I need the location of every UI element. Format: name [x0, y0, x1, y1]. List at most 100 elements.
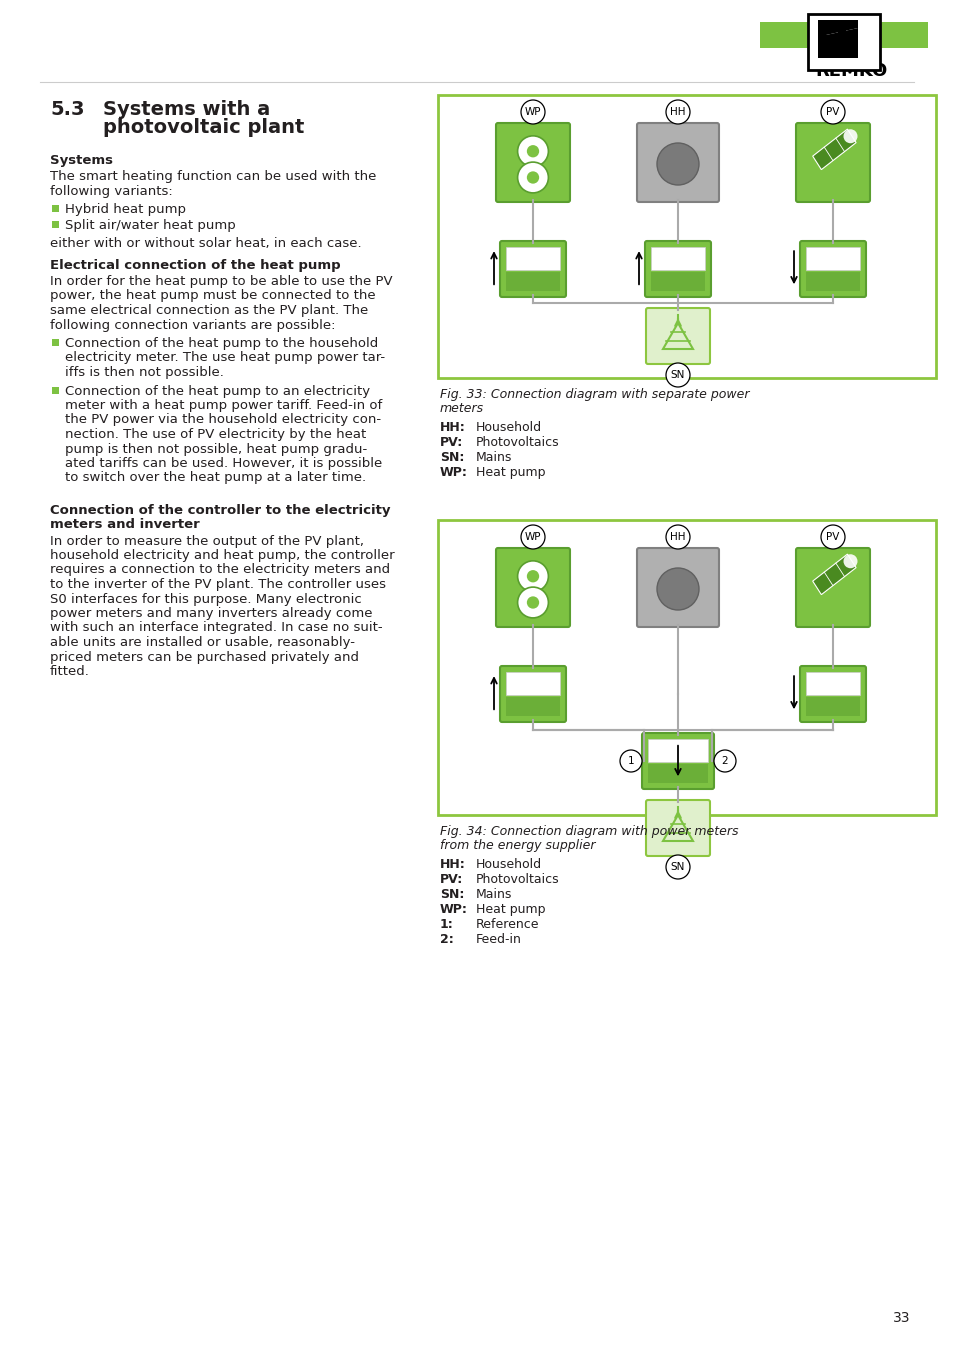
Text: Connection of the controller to the electricity: Connection of the controller to the elec…	[50, 504, 390, 517]
Bar	[650, 273, 704, 292]
Text: In order for the heat pump to be able to use the PV: In order for the heat pump to be able to…	[50, 275, 393, 288]
Circle shape	[665, 855, 689, 879]
Text: to the inverter of the PV plant. The controller uses: to the inverter of the PV plant. The con…	[50, 578, 386, 591]
Text: PV:: PV:	[439, 873, 463, 886]
Polygon shape	[825, 20, 857, 35]
FancyBboxPatch shape	[637, 123, 719, 202]
Text: power, the heat pump must be connected to the: power, the heat pump must be connected t…	[50, 289, 375, 302]
Circle shape	[713, 751, 735, 772]
FancyBboxPatch shape	[644, 242, 710, 297]
Text: HH: HH	[670, 107, 685, 117]
FancyBboxPatch shape	[795, 548, 869, 626]
Text: Mains: Mains	[476, 451, 512, 464]
Polygon shape	[760, 22, 807, 49]
Circle shape	[665, 525, 689, 549]
Text: 33: 33	[892, 1311, 909, 1324]
Text: HH: HH	[670, 532, 685, 541]
Text: nection. The use of PV electricity by the heat: nection. The use of PV electricity by th…	[65, 428, 366, 441]
Text: SN: SN	[670, 863, 684, 872]
Bar	[437, 95, 935, 378]
Text: meters: meters	[439, 402, 483, 414]
Text: REMKO: REMKO	[815, 62, 887, 80]
Text: Connection of the heat pump to the household: Connection of the heat pump to the house…	[65, 338, 377, 350]
Text: PV: PV	[825, 107, 839, 117]
Text: Household: Household	[476, 421, 541, 433]
Text: pump is then not possible, heat pump gradu-: pump is then not possible, heat pump gra…	[65, 443, 367, 455]
FancyBboxPatch shape	[645, 308, 709, 364]
Text: HH:: HH:	[439, 859, 465, 871]
Text: 5.3: 5.3	[50, 100, 85, 119]
Bar	[505, 672, 559, 695]
Circle shape	[842, 555, 857, 568]
Circle shape	[517, 136, 548, 166]
Bar	[505, 698, 559, 716]
Text: PV:: PV:	[439, 436, 463, 450]
Text: to switch over the heat pump at a later time.: to switch over the heat pump at a later …	[65, 471, 366, 485]
Text: SN:: SN:	[439, 451, 464, 464]
Text: WP: WP	[524, 107, 540, 117]
Bar	[805, 273, 859, 292]
Polygon shape	[825, 28, 857, 58]
Circle shape	[517, 587, 548, 618]
Text: Photovoltaics: Photovoltaics	[476, 873, 559, 886]
Bar	[52, 221, 59, 228]
FancyBboxPatch shape	[645, 801, 709, 856]
Text: ated tariffs can be used. However, it is possible: ated tariffs can be used. However, it is…	[65, 458, 382, 470]
Bar	[647, 738, 707, 763]
Circle shape	[526, 597, 538, 609]
Text: household electricity and heat pump, the controller: household electricity and heat pump, the…	[50, 549, 395, 562]
Text: meter with a heat pump power tariff. Feed-in of: meter with a heat pump power tariff. Fee…	[65, 400, 382, 412]
FancyBboxPatch shape	[496, 548, 569, 626]
Text: electricity meter. The use heat pump power tar-: electricity meter. The use heat pump pow…	[65, 351, 385, 364]
Bar	[805, 698, 859, 716]
Bar	[807, 14, 879, 70]
Text: Connection of the heat pump to an electricity: Connection of the heat pump to an electr…	[65, 385, 370, 397]
Text: photovoltaic plant: photovoltaic plant	[103, 117, 304, 136]
Text: WP: WP	[524, 532, 540, 541]
Bar	[52, 386, 59, 393]
FancyBboxPatch shape	[637, 548, 719, 626]
Text: The smart heating function can be used with the: The smart heating function can be used w…	[50, 170, 376, 184]
Text: Systems: Systems	[50, 154, 112, 167]
FancyBboxPatch shape	[800, 242, 865, 297]
Bar	[52, 339, 59, 346]
Text: Fig. 33: Connection diagram with separate power: Fig. 33: Connection diagram with separat…	[439, 387, 749, 401]
Bar	[650, 247, 704, 270]
Bar	[52, 204, 59, 212]
Text: 1: 1	[627, 756, 634, 765]
Circle shape	[619, 751, 641, 772]
Text: fitted.: fitted.	[50, 666, 90, 678]
FancyBboxPatch shape	[499, 242, 565, 297]
Text: iffs is then not possible.: iffs is then not possible.	[65, 366, 224, 379]
Circle shape	[517, 560, 548, 591]
Text: Heat pump: Heat pump	[476, 466, 545, 479]
FancyBboxPatch shape	[641, 733, 713, 788]
Circle shape	[842, 130, 857, 143]
Circle shape	[821, 525, 844, 549]
Text: WP:: WP:	[439, 466, 467, 479]
Text: following variants:: following variants:	[50, 185, 172, 197]
Bar	[505, 273, 559, 292]
Text: able units are installed or usable, reasonably-: able units are installed or usable, reas…	[50, 636, 355, 649]
Text: 2: 2	[720, 756, 727, 765]
Text: same electrical connection as the PV plant. The: same electrical connection as the PV pla…	[50, 304, 368, 317]
Text: following connection variants are possible:: following connection variants are possib…	[50, 319, 335, 332]
Text: from the energy supplier: from the energy supplier	[439, 838, 595, 852]
Text: priced meters can be purchased privately and: priced meters can be purchased privately…	[50, 651, 358, 663]
Circle shape	[657, 143, 699, 185]
Circle shape	[665, 100, 689, 124]
Text: Feed-in: Feed-in	[476, 933, 521, 946]
Polygon shape	[812, 130, 855, 170]
Text: requires a connection to the electricity meters and: requires a connection to the electricity…	[50, 563, 390, 576]
Bar	[437, 520, 935, 815]
Text: SN: SN	[670, 370, 684, 379]
Text: meters and inverter: meters and inverter	[50, 518, 199, 532]
Text: Household: Household	[476, 859, 541, 871]
Circle shape	[657, 568, 699, 610]
Polygon shape	[879, 22, 927, 49]
Circle shape	[520, 100, 544, 124]
Bar	[647, 764, 707, 783]
FancyBboxPatch shape	[499, 666, 565, 722]
Bar	[805, 247, 859, 270]
Text: WP:: WP:	[439, 903, 467, 917]
